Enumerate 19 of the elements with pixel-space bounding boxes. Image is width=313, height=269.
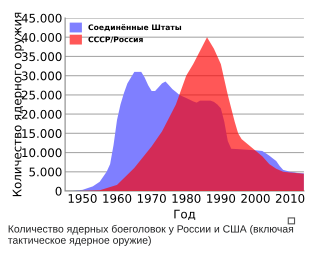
- x-tick-label: 2000: [241, 194, 270, 203]
- y-tick-label: 45.000: [22, 14, 62, 23]
- y-tick-label: 35.000: [22, 52, 62, 62]
- x-tick-label: 2010: [276, 194, 304, 203]
- x-tick-label: 1970: [138, 194, 166, 203]
- y-tick-label: 30.000: [22, 71, 62, 80]
- y-tick-label: 15.000: [22, 129, 62, 138]
- y-tick-label: 40.000: [22, 32, 62, 42]
- y-tick-label: 0: [56, 186, 62, 196]
- y-tick-label: 5.000: [29, 167, 62, 176]
- text: Количество ядерных боеголовок у России и США (включая тактическое ядерное оружие): [8, 224, 294, 246]
- x-tick-label: 1950: [68, 194, 97, 203]
- y-tick-label: 10.000: [22, 148, 62, 158]
- x-tick-label: 1960: [103, 194, 132, 203]
- x-tick-label: 1990: [207, 194, 236, 203]
- y-tick-label: 25.000: [22, 90, 62, 100]
- y-tick-label: 20.000: [22, 110, 62, 119]
- x-axis-title: Год: [174, 210, 196, 220]
- x-tick-label: 1980: [172, 194, 200, 203]
